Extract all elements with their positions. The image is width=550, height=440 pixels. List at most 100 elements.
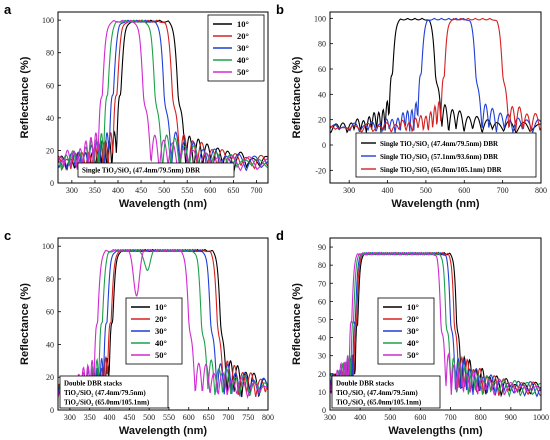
y-tick-label: 10 — [318, 388, 326, 397]
y-tick-label: 20 — [318, 116, 326, 125]
panel-b: b 300 400 500 600 700 800 -20 0 20 40 60 80 100 Wavele… — [276, 2, 547, 210]
legend-entry: 50° — [155, 350, 167, 360]
series-line-4 — [330, 251, 541, 396]
y-tick-label: 40 — [46, 340, 54, 349]
x-tick-label: 550 — [163, 413, 175, 422]
legend-box — [355, 132, 537, 178]
legend-entry: 10° — [155, 302, 167, 312]
annotation: Single TiO₂/SiO₂ (47.4nm/79.5nm) DBR — [77, 162, 235, 178]
annotation-line: Double DBR stacks — [336, 380, 394, 388]
y-tick-label: 80 — [318, 40, 326, 49]
panel-letter: d — [276, 228, 284, 243]
legend-entry: 20° — [155, 314, 167, 324]
y-axis-label: Reflectance (%) — [291, 56, 303, 138]
y-axis-label: Reflectance (%) — [291, 283, 303, 365]
y-tick-label: 20 — [46, 373, 54, 382]
x-tick-label: 700 — [445, 413, 457, 422]
series-line-4 — [58, 19, 268, 172]
x-tick-label: 300 — [66, 186, 78, 195]
y-tick-label: 80 — [46, 275, 54, 284]
annotation-line: Single TiO₂/SiO₂ (47.4nm/79.5nm) DBR — [82, 167, 201, 175]
annotation-box — [331, 375, 441, 409]
legend-entry: 50° — [237, 67, 249, 77]
legend: 10° 20° 30° 40° 50° — [207, 14, 265, 82]
series-group — [330, 251, 541, 398]
x-tick-label: 600 — [204, 186, 216, 195]
annotation-line: Double DBR stacks — [64, 380, 122, 388]
x-tick-label: 450 — [123, 413, 135, 422]
x-axis-label: Wavelength (nm) — [119, 198, 208, 210]
plot-frame — [329, 237, 542, 411]
x-tick-label: 500 — [158, 186, 170, 195]
y-tick-label: 0 — [322, 406, 326, 415]
legend-entry: Single TiO₂/SiO₂ (65.0nm/105.1nm) DBR — [380, 166, 503, 174]
annotation-box — [77, 162, 235, 178]
x-tick-label: 600 — [458, 186, 470, 195]
y-tick-label: 90 — [318, 243, 326, 252]
x-tick-label: 300 — [64, 413, 76, 422]
legend-entry: Single TiO₂/SiO₂ (57.1nm/93.6nm) DBR — [380, 153, 499, 161]
x-tick-label: 800 — [475, 413, 487, 422]
x-tick-label: 300 — [324, 413, 336, 422]
x-tick-label: 350 — [84, 413, 96, 422]
y-tick-label: 20 — [46, 146, 54, 155]
annotation-line: TiO₂/SiO₂ (47.4nm/79.5nm) — [64, 389, 146, 397]
plot-frame — [57, 237, 269, 411]
x-axis-label: Wavelengths (nm) — [388, 425, 483, 437]
series-group — [58, 248, 268, 400]
x-tick-label: 900 — [505, 413, 517, 422]
y-tick-label: 70 — [318, 279, 326, 288]
legend-entry: 30° — [407, 326, 419, 336]
y-tick-label: 80 — [318, 261, 326, 270]
panel-d: d 300 400 500 600 700 800 900 1000 0 10 20 30 40 50 60 7… — [276, 228, 549, 437]
plot-frame — [329, 11, 542, 184]
y-axis-label: Reflectance (%) — [19, 283, 31, 365]
legend: Single TiO₂/SiO₂ (47.4nm/79.5nm) DBR Sing… — [355, 132, 537, 178]
annotation-box — [59, 375, 169, 409]
y-tick-label: -20 — [315, 166, 326, 175]
legend-entry: 40° — [407, 338, 419, 348]
legend-entry: 10° — [237, 19, 249, 29]
x-axis-label: Wavelength (nm) — [391, 198, 480, 210]
x-tick-label: 500 — [384, 413, 396, 422]
x-tick-label: 600 — [414, 413, 426, 422]
y-tick-label: 100 — [42, 242, 54, 251]
legend: 10° 20° 30° 40° 50° — [377, 297, 435, 365]
y-tick-label: 30 — [318, 352, 326, 361]
series-line-0 — [330, 251, 541, 398]
y-tick-label: 20 — [318, 370, 326, 379]
y-tick-label: 40 — [46, 114, 54, 123]
y-tick-label: 100 — [42, 16, 54, 25]
x-tick-label: 650 — [203, 413, 215, 422]
y-tick-label: 60 — [318, 65, 326, 74]
x-tick-label: 400 — [382, 186, 394, 195]
x-tick-label: 350 — [89, 186, 101, 195]
panel-letter: b — [276, 2, 284, 17]
legend-entry: 40° — [237, 55, 249, 65]
x-tick-label: 400 — [104, 413, 116, 422]
x-axis-label: Wavelength (nm) — [119, 425, 208, 437]
x-tick-label: 400 — [112, 186, 124, 195]
y-tick-label: 40 — [318, 334, 326, 343]
y-tick-label: 50 — [318, 315, 326, 324]
plot-frame — [57, 11, 269, 184]
y-tick-label: 80 — [46, 49, 54, 58]
y-tick-label: 60 — [46, 308, 54, 317]
panel-a: a 300 350 400 450 500 550 600 650 700 0 20 40 60 80 100… — [4, 2, 269, 210]
y-tick-label: 60 — [318, 297, 326, 306]
x-tick-label: 300 — [343, 186, 355, 195]
y-tick-label: 40 — [318, 90, 326, 99]
y-tick-label: 0 — [322, 141, 326, 150]
series-line-2 — [330, 251, 541, 398]
y-tick-label: 60 — [46, 81, 54, 90]
series-line-1 — [330, 251, 541, 397]
x-tick-label: 450 — [135, 186, 147, 195]
legend-entry: 50° — [407, 350, 419, 360]
panel-letter: c — [4, 228, 11, 243]
x-tick-label: 700 — [222, 413, 234, 422]
y-tick-label: 0 — [50, 179, 54, 188]
legend-entry: 20° — [407, 314, 419, 324]
x-tick-label: 650 — [227, 186, 239, 195]
legend: 10° 20° 30° 40° 50° — [125, 297, 183, 365]
